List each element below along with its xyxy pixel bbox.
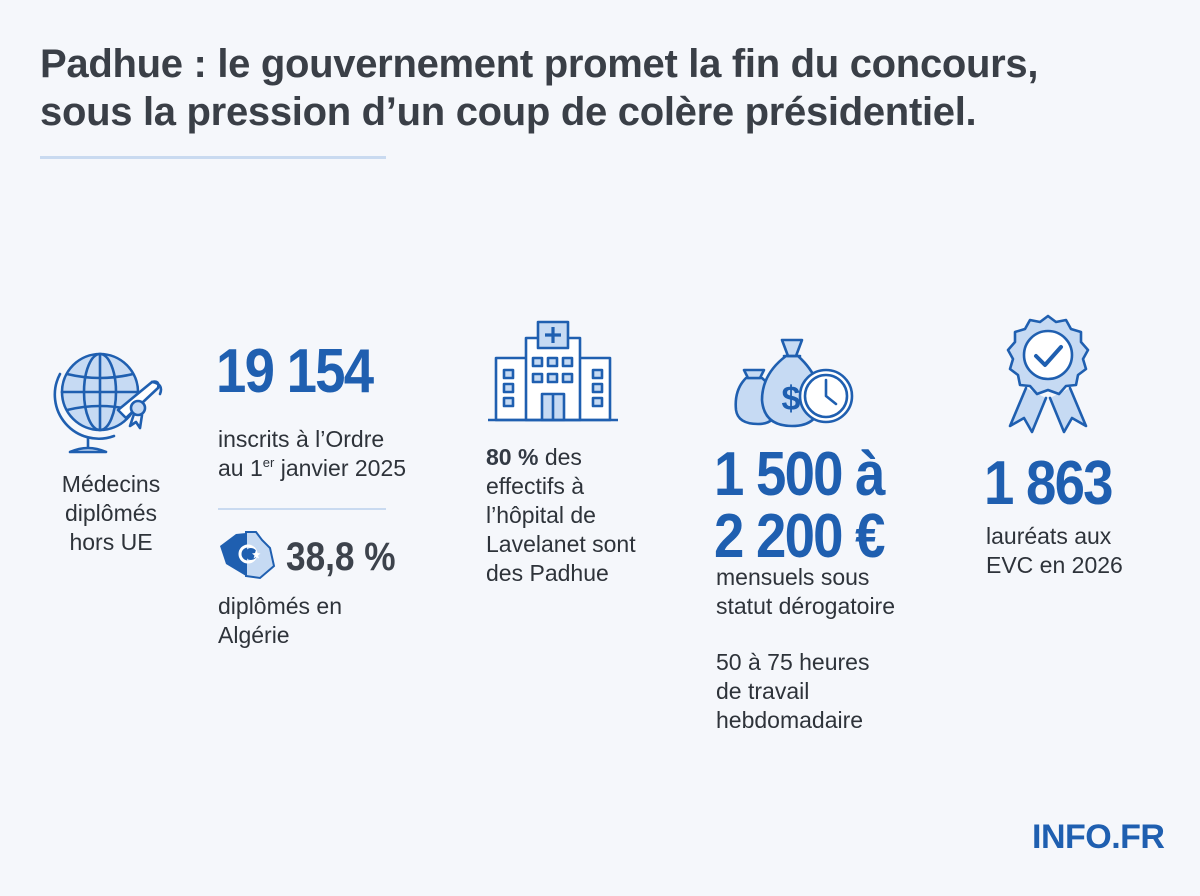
algeria-flag-map-icon [220, 531, 276, 580]
globe-diploma-icon [53, 352, 163, 454]
col1-line-3: hors UE [69, 529, 153, 555]
page-title: Padhue : le gouvernement promet la fin d… [40, 40, 1160, 136]
evc-laureates-stat: 1 863 [984, 449, 1113, 518]
title-divider [40, 156, 386, 159]
col1-label: Médecins diplômés hors UE [46, 470, 176, 557]
col2-sub-line-2: Algérie [218, 622, 290, 648]
col3-line-5: des Padhue [486, 560, 609, 586]
registered-doctors-desc: inscrits à l’Ordre au 1er janvier 2025 [218, 425, 406, 483]
col4-hours-line-3: hebdomadaire [716, 707, 864, 733]
salary-line-1: 1 500 à [714, 440, 885, 509]
col2-sub-line-1: diplômés en [218, 593, 343, 619]
title-line-1: Padhue : le gouvernement promet la fin d… [40, 42, 1039, 86]
hours-desc: 50 à 75 heures de travail hebdomadaire [716, 648, 869, 735]
col2-desc-line-2: au 1er janvier 2025 [218, 455, 407, 481]
col3-line-4: Lavelanet sont [486, 531, 636, 557]
svg-text:$: $ [782, 380, 801, 418]
evc-laureates-desc: lauréats aux EVC en 2026 [986, 522, 1123, 580]
col4-hours-line-1: 50 à 75 heures [716, 649, 870, 675]
registered-doctors-stat: 19 154 [216, 337, 374, 406]
col5-line-1: lauréats aux [986, 523, 1112, 549]
col5-line-2: EVC en 2026 [986, 552, 1123, 578]
salary-range-stat: 1 500 à 2 200 € [714, 440, 885, 571]
brand-logo[interactable]: INFO.FR [1032, 818, 1165, 856]
algeria-share-stat: 38,8 % [286, 535, 396, 579]
title-line-2: sous la pression d’un coup de colère pré… [40, 90, 977, 134]
salary-line-2: 2 200 € [714, 502, 885, 571]
col3-line-3: l’hôpital de [486, 502, 596, 528]
col1-line-2: diplômés [64, 500, 158, 526]
money-bags-clock-icon: $ [734, 338, 854, 428]
col1-line-1: Médecins [61, 471, 161, 497]
col4-hours-line-2: de travail [716, 678, 810, 704]
col3-line-2: effectifs à [486, 473, 585, 499]
lavelanet-share-desc: 80 % des effectifs à l’hôpital de Lavela… [486, 443, 636, 588]
col3-line-1: 80 % des [486, 444, 582, 470]
award-badge-icon [1006, 314, 1090, 434]
col2-divider [218, 508, 386, 510]
salary-desc: mensuels sous statut dérogatoire [716, 563, 895, 621]
col2-desc-line-1: inscrits à l’Ordre [218, 426, 385, 452]
col4-desc-line-2: statut dérogatoire [716, 593, 896, 619]
col4-desc-line-1: mensuels sous [716, 564, 870, 590]
lavelanet-percent: 80 % [486, 444, 539, 470]
algeria-share-desc: diplômés en Algérie [218, 592, 342, 650]
hospital-icon [488, 320, 618, 422]
